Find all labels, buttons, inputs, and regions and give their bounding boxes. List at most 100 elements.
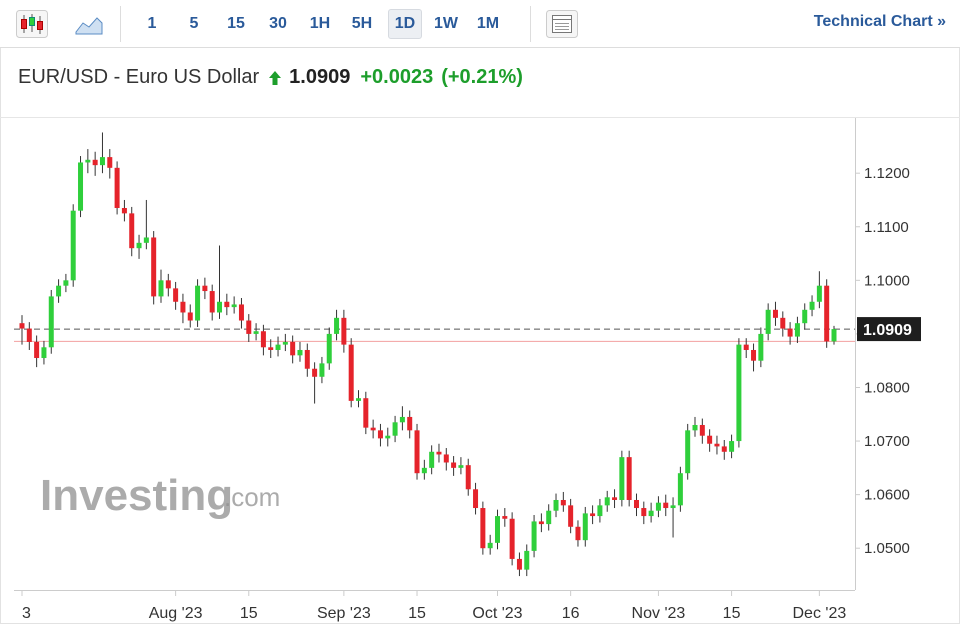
x-tick-label: 16 bbox=[562, 605, 580, 622]
interval-button[interactable]: 1H bbox=[309, 15, 331, 32]
candle-body bbox=[377, 430, 383, 439]
chart-frame bbox=[0, 47, 960, 624]
interval-button[interactable]: 1 bbox=[147, 15, 157, 32]
candle-body bbox=[173, 288, 179, 302]
candle-body bbox=[209, 291, 215, 313]
interval-button[interactable]: 1W bbox=[434, 15, 458, 32]
interval-button[interactable]: 5H bbox=[351, 15, 373, 32]
candle-body bbox=[165, 280, 171, 289]
candle-body bbox=[458, 465, 464, 468]
price-change-percent: (+0.21%) bbox=[441, 66, 523, 88]
interval-button[interactable]: 30 bbox=[269, 15, 287, 32]
candle-body bbox=[334, 317, 340, 334]
area-icon[interactable] bbox=[74, 12, 104, 36]
candle-body bbox=[787, 328, 793, 337]
candle-body bbox=[48, 296, 54, 348]
candle-body bbox=[465, 465, 471, 490]
x-tick-label: 15 bbox=[408, 605, 426, 622]
candle-body bbox=[304, 349, 310, 369]
candle-body bbox=[648, 510, 654, 517]
candle-body bbox=[136, 242, 142, 249]
candle-body bbox=[187, 312, 193, 321]
candle-body bbox=[663, 502, 669, 509]
candle-body bbox=[56, 285, 62, 297]
separator bbox=[530, 6, 531, 42]
candle-body bbox=[524, 550, 530, 570]
candle-body bbox=[721, 446, 727, 452]
candle-body bbox=[253, 331, 259, 334]
candle-body bbox=[772, 309, 778, 318]
candle-body bbox=[626, 457, 632, 500]
candle-body bbox=[121, 208, 127, 214]
x-axis-labels: 3 Aug '23 15 Sep '23 15 Oct '23 16 Nov '23 15 Dec… bbox=[22, 605, 846, 622]
candle-body bbox=[180, 301, 186, 313]
candle-body bbox=[129, 213, 135, 249]
watermark-text: .com bbox=[224, 482, 280, 512]
plot-area bbox=[14, 132, 855, 577]
candle-body bbox=[341, 317, 347, 345]
interval-button[interactable]: 1D bbox=[388, 9, 422, 39]
candle-body bbox=[538, 521, 544, 525]
x-tick-label: Dec '23 bbox=[792, 605, 846, 622]
candle-body bbox=[794, 323, 800, 337]
candle-body bbox=[392, 422, 398, 436]
candle-body bbox=[655, 502, 661, 511]
y-tick-label: 1.1200 bbox=[864, 165, 910, 182]
candle-body bbox=[348, 344, 354, 401]
candle-body bbox=[619, 457, 625, 500]
candle-body bbox=[516, 558, 522, 570]
x-tick-label: 15 bbox=[240, 605, 258, 622]
price-change: +0.0023 bbox=[360, 66, 434, 88]
x-tick-label: 15 bbox=[723, 605, 741, 622]
candle-body bbox=[824, 285, 830, 342]
candle-body bbox=[158, 280, 164, 297]
x-tick-label: Aug '23 bbox=[149, 605, 203, 622]
x-tick-label: Oct '23 bbox=[472, 605, 522, 622]
interval-button[interactable]: 1M bbox=[476, 15, 500, 32]
candle-body bbox=[443, 454, 449, 463]
price-badge-label: 1.0909 bbox=[863, 322, 912, 339]
link-arrow[interactable]: » bbox=[937, 13, 946, 30]
candle-body bbox=[743, 344, 749, 350]
toolbar: 1 5 15 30 1H 5H 1D 1W 1M Technical Chart » bbox=[0, 0, 960, 48]
candle-body bbox=[63, 280, 69, 286]
candle-body bbox=[275, 344, 281, 350]
candle-body bbox=[356, 398, 362, 401]
interval-button[interactable]: 15 bbox=[227, 15, 245, 32]
candle-body bbox=[641, 508, 647, 517]
candle-body bbox=[297, 349, 303, 356]
layout-icon[interactable] bbox=[546, 10, 578, 38]
x-tick-label: Nov '23 bbox=[632, 605, 686, 622]
candle-body bbox=[802, 309, 808, 324]
candlestick-icon[interactable] bbox=[16, 10, 48, 38]
interval-button[interactable]: 5 bbox=[189, 15, 199, 32]
watermark: Investing .com bbox=[40, 471, 280, 520]
candle-body bbox=[85, 159, 91, 163]
candle-body bbox=[590, 513, 596, 517]
candle-body bbox=[780, 317, 786, 329]
candle-body bbox=[34, 341, 40, 359]
candle-body bbox=[92, 159, 98, 166]
candle-body bbox=[114, 167, 120, 209]
candle-body bbox=[326, 333, 332, 364]
candle-body bbox=[195, 285, 201, 321]
candle-body bbox=[429, 451, 435, 468]
candle-body bbox=[385, 435, 391, 439]
candle-body bbox=[363, 398, 369, 428]
candle-body bbox=[816, 285, 822, 302]
technical-chart-link[interactable]: Technical Chart » bbox=[814, 13, 946, 31]
candle-body bbox=[612, 497, 618, 500]
candle-body bbox=[78, 162, 84, 211]
x-tick-label: Sep '23 bbox=[317, 605, 371, 622]
candle-body bbox=[224, 301, 230, 308]
link-text[interactable]: Technical Chart bbox=[813, 13, 933, 30]
candle-body bbox=[473, 489, 479, 509]
candle-body bbox=[502, 516, 508, 519]
axes: 1.05001.06001.07001.08001.09001.10001.11… bbox=[21, 165, 921, 622]
watermark-text: Investing bbox=[40, 471, 233, 520]
y-tick-label: 1.0800 bbox=[864, 379, 910, 396]
candle-body bbox=[260, 331, 266, 348]
candle-body bbox=[202, 285, 208, 292]
candle-body bbox=[480, 508, 486, 549]
